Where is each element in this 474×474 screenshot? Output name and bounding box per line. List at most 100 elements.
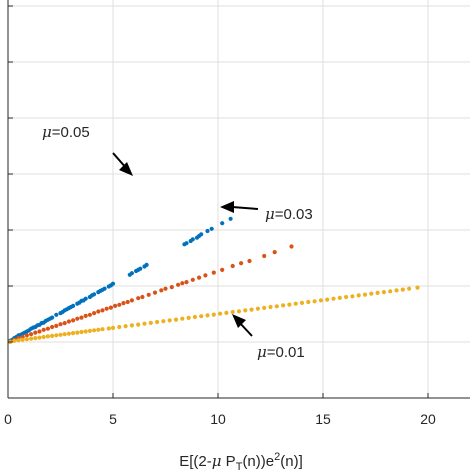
data-point	[362, 292, 368, 297]
data-point	[110, 325, 116, 330]
data-point	[37, 335, 42, 340]
data-point	[199, 232, 204, 237]
data-point	[197, 275, 202, 280]
data-point	[71, 303, 76, 308]
data-point	[184, 241, 189, 246]
arrow-icon	[112, 152, 133, 176]
data-point	[125, 299, 130, 305]
data-point	[173, 317, 179, 322]
data-point	[230, 263, 235, 269]
data-point	[129, 271, 134, 276]
data-point	[272, 250, 277, 255]
data-point	[121, 301, 126, 306]
data-point	[148, 320, 153, 325]
x-axis-label-part: T	[236, 461, 243, 473]
x-axis-label-part: (n))e	[242, 453, 274, 470]
data-point	[50, 333, 55, 338]
data-point	[92, 292, 97, 297]
data-point	[180, 281, 185, 286]
data-point	[62, 332, 67, 337]
annotation-mu-0-05: μ=0.05	[42, 123, 133, 176]
data-point	[155, 319, 160, 325]
data-point	[104, 306, 109, 311]
data-point	[211, 312, 216, 317]
data-point	[144, 262, 149, 267]
data-point	[50, 315, 55, 320]
data-point	[369, 291, 374, 296]
data-point	[281, 303, 286, 308]
data-point	[16, 338, 21, 343]
data-point	[184, 280, 189, 285]
data-point	[243, 308, 248, 313]
data-point	[306, 299, 311, 305]
data-point	[24, 333, 29, 338]
data-point	[381, 290, 386, 295]
annotation-mu-0-03: μ=0.03	[220, 201, 313, 223]
data-point	[33, 330, 38, 335]
data-point	[83, 329, 88, 334]
data-point	[293, 301, 298, 306]
data-point	[29, 336, 34, 341]
annotation-mu-0-05-label: μ=0.05	[42, 123, 90, 141]
data-point	[37, 329, 42, 334]
data-point	[236, 309, 242, 314]
data-point	[129, 323, 134, 328]
data-point	[117, 324, 122, 330]
data-point	[262, 253, 267, 259]
annotation-mu-0-01: μ=0.01	[232, 314, 305, 361]
data-point	[325, 297, 330, 302]
axes	[7, 0, 470, 399]
data-point	[205, 228, 210, 234]
data-point	[211, 270, 216, 275]
data-point	[190, 277, 195, 282]
x-tick-label: 0	[4, 411, 12, 427]
data-point	[79, 329, 84, 335]
x-tick-label: 20	[420, 411, 436, 427]
data-point	[117, 302, 122, 307]
data-point	[54, 333, 59, 338]
data-point	[415, 285, 420, 290]
data-point	[129, 298, 134, 303]
x-axis-label-part: μ	[212, 452, 222, 470]
data-point	[180, 316, 185, 321]
x-tick-label: 10	[210, 411, 226, 427]
data-point	[29, 332, 34, 337]
data-point	[407, 286, 412, 291]
data-point	[247, 258, 252, 264]
data-point	[318, 298, 323, 303]
data-point	[41, 327, 46, 332]
data-point	[96, 327, 101, 332]
x-tick-label: 15	[315, 411, 331, 427]
data-point	[45, 326, 51, 331]
data-point	[163, 286, 168, 291]
x-tick-label: 5	[109, 411, 117, 427]
data-point	[167, 318, 172, 323]
data-point	[205, 313, 210, 318]
data-point	[71, 331, 76, 336]
data-point	[262, 305, 267, 310]
data-point	[96, 309, 101, 314]
data-point	[140, 294, 145, 300]
data-point	[299, 300, 305, 305]
data-point	[228, 216, 233, 221]
data-point	[249, 307, 254, 312]
data-point	[123, 324, 128, 329]
data-point	[100, 327, 105, 332]
data-point	[356, 293, 361, 298]
data-point	[83, 313, 88, 318]
data-point	[58, 332, 63, 337]
arrow-icon	[232, 314, 253, 337]
data-point	[224, 310, 229, 315]
data-point	[24, 337, 29, 342]
data-point	[58, 322, 63, 327]
data-point	[71, 318, 76, 323]
grid-lines	[7, 0, 470, 398]
series-1	[8, 216, 233, 343]
data-point	[289, 244, 294, 249]
data-point	[274, 304, 279, 309]
x-axis-label-part: (n)]	[280, 453, 303, 470]
data-point	[41, 334, 46, 340]
data-point	[220, 221, 225, 226]
data-point	[45, 334, 51, 339]
x-axis-label: E[(2-μ PT(n))e2(n)]	[179, 451, 302, 473]
